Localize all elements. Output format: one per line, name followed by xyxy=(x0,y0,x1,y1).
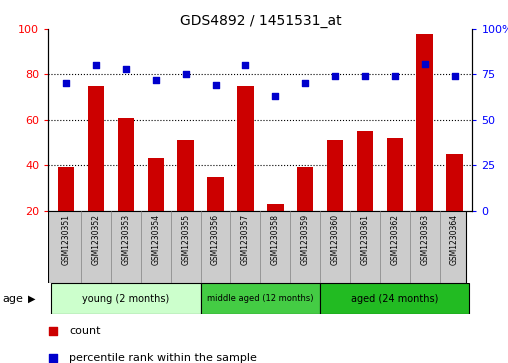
Bar xyxy=(177,140,194,211)
Point xyxy=(295,218,303,224)
Bar xyxy=(417,33,433,211)
Bar xyxy=(267,204,283,211)
Text: GSM1230363: GSM1230363 xyxy=(420,214,429,265)
Bar xyxy=(51,283,201,314)
Point xyxy=(361,73,369,79)
Text: count: count xyxy=(70,326,101,336)
Text: aged (24 months): aged (24 months) xyxy=(351,294,438,303)
Bar xyxy=(357,131,373,211)
Bar xyxy=(201,283,320,314)
Bar xyxy=(320,283,469,314)
Bar xyxy=(207,176,224,211)
Text: young (2 months): young (2 months) xyxy=(82,294,170,303)
Point xyxy=(451,73,459,79)
Bar xyxy=(237,86,253,211)
Text: GSM1230362: GSM1230362 xyxy=(390,214,399,265)
Text: middle aged (12 months): middle aged (12 months) xyxy=(207,294,313,303)
Text: GSM1230357: GSM1230357 xyxy=(241,214,250,265)
Text: GSM1230353: GSM1230353 xyxy=(121,214,131,265)
Bar xyxy=(58,167,74,211)
Bar xyxy=(148,158,164,211)
Point xyxy=(62,81,70,86)
Bar xyxy=(387,138,403,211)
Text: percentile rank within the sample: percentile rank within the sample xyxy=(70,354,258,363)
Title: GDS4892 / 1451531_at: GDS4892 / 1451531_at xyxy=(179,14,341,28)
Point xyxy=(271,93,279,99)
Bar xyxy=(297,167,313,211)
Point xyxy=(391,73,399,79)
Text: GSM1230364: GSM1230364 xyxy=(450,214,459,265)
Bar xyxy=(447,154,463,211)
Text: GSM1230356: GSM1230356 xyxy=(211,214,220,265)
Point xyxy=(211,82,219,88)
Bar xyxy=(327,140,343,211)
Text: GSM1230359: GSM1230359 xyxy=(301,214,310,265)
Point xyxy=(301,81,309,86)
Bar xyxy=(118,118,134,211)
Text: ▶: ▶ xyxy=(28,294,36,303)
Text: GSM1230351: GSM1230351 xyxy=(61,214,71,265)
Point xyxy=(122,66,130,72)
Point xyxy=(152,77,160,83)
Text: age: age xyxy=(3,294,23,303)
Point xyxy=(421,61,429,66)
Text: GSM1230354: GSM1230354 xyxy=(151,214,161,265)
Text: GSM1230352: GSM1230352 xyxy=(91,214,101,265)
Text: GSM1230361: GSM1230361 xyxy=(360,214,369,265)
Bar xyxy=(88,86,104,211)
Point xyxy=(331,73,339,79)
Text: GSM1230360: GSM1230360 xyxy=(331,214,339,265)
Point xyxy=(241,62,249,68)
Text: GSM1230358: GSM1230358 xyxy=(271,214,280,265)
Text: GSM1230355: GSM1230355 xyxy=(181,214,190,265)
Point xyxy=(92,62,100,68)
Point xyxy=(181,72,189,77)
